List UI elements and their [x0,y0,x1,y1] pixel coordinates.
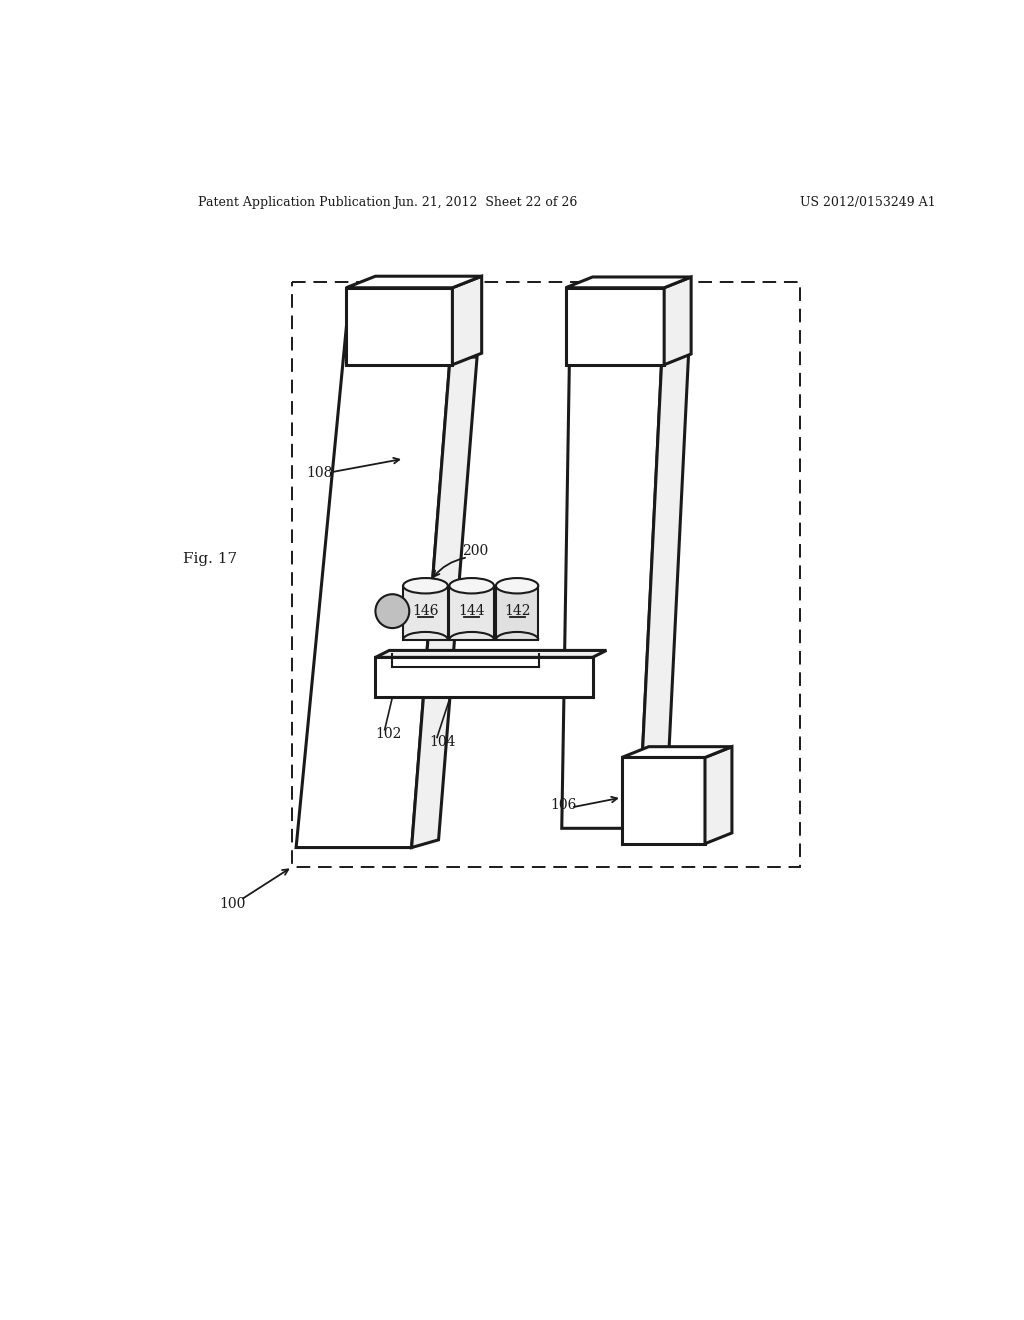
Polygon shape [346,288,453,364]
Text: Fig. 17: Fig. 17 [183,552,237,566]
Text: Patent Application Publication: Patent Application Publication [199,195,391,209]
Text: 100: 100 [219,896,246,911]
Polygon shape [622,747,732,758]
Bar [403,586,447,640]
Polygon shape [665,277,691,364]
Polygon shape [565,288,665,364]
Text: 102: 102 [376,727,401,742]
Text: 200: 200 [462,544,487,558]
Polygon shape [376,651,606,657]
Polygon shape [562,358,662,829]
Polygon shape [622,758,705,843]
Text: 104: 104 [429,735,456,748]
Ellipse shape [403,578,447,594]
Ellipse shape [450,578,494,594]
Text: Jun. 21, 2012  Sheet 22 of 26: Jun. 21, 2012 Sheet 22 of 26 [392,195,577,209]
Text: 142: 142 [504,605,530,618]
Text: 146: 146 [413,605,438,618]
Bar [292,281,801,867]
Polygon shape [639,350,689,829]
Polygon shape [296,289,451,847]
Polygon shape [376,657,593,697]
Polygon shape [565,277,691,288]
Text: 144: 144 [459,605,485,618]
Text: 106: 106 [550,799,577,812]
Bar [450,586,494,640]
Bar [496,586,539,640]
Text: 108: 108 [306,466,333,479]
Polygon shape [346,276,481,288]
Ellipse shape [496,578,539,594]
Polygon shape [453,276,481,364]
Polygon shape [412,358,477,847]
Circle shape [376,594,410,628]
Polygon shape [705,747,732,843]
Text: US 2012/0153249 A1: US 2012/0153249 A1 [801,195,936,209]
